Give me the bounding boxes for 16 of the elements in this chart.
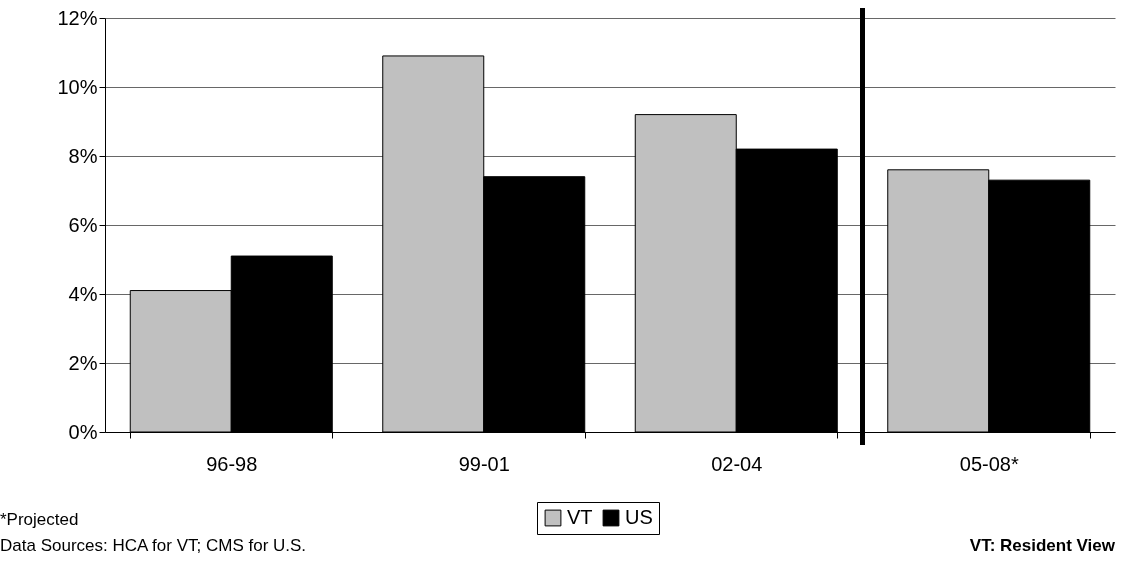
y-tick-label: 2%: [68, 351, 98, 374]
text: VT: Resident View: [969, 536, 1115, 556]
text: Data Sources: HCA for VT; CMS for U.S.: [0, 536, 307, 556]
x-tick-label: 05-08*: [959, 452, 1019, 475]
y-tick-label: 8%: [68, 144, 98, 167]
y-tick-label: 12%: [57, 6, 98, 29]
x-tick-label: 96-98: [206, 452, 258, 475]
y-tick-label: 10%: [57, 75, 98, 98]
y-tick-label: 0%: [68, 420, 98, 443]
legend-label: US: [625, 506, 653, 528]
x-tick-label: 99-01: [458, 452, 510, 475]
y-tick-label: 6%: [68, 213, 98, 236]
y-tick-label: 4%: [68, 282, 98, 305]
x-tick-label: 02-04: [711, 452, 763, 475]
text: *Projected: [0, 510, 79, 530]
legend-label: VT: [567, 506, 593, 528]
